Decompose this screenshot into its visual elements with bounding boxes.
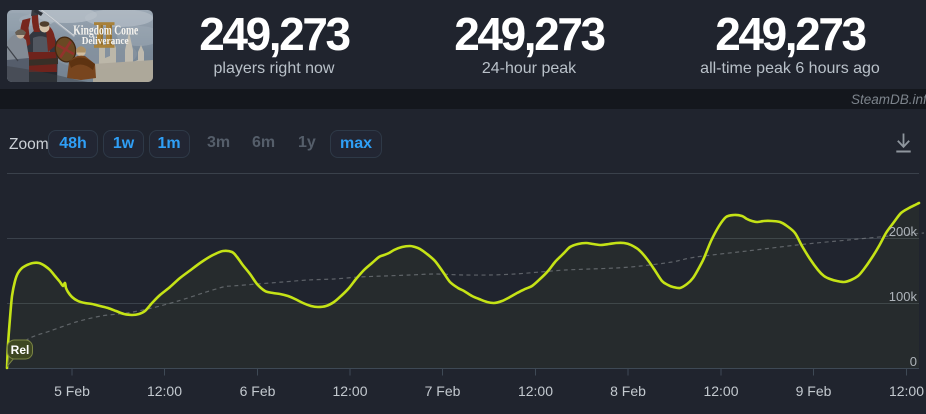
svg-text:0: 0	[910, 354, 917, 369]
svg-text:Kingdom Come: Kingdom Come	[73, 23, 138, 38]
svg-text:12:00: 12:00	[518, 383, 553, 399]
svg-text:12:00: 12:00	[703, 383, 738, 399]
svg-text:Rel: Rel	[11, 343, 30, 357]
svg-text:5 Feb: 5 Feb	[54, 383, 90, 399]
svg-text:12:00: 12:00	[332, 383, 367, 399]
svg-text:200k: 200k	[889, 224, 918, 239]
svg-text:12:00: 12:00	[147, 383, 182, 399]
svg-text:100k: 100k	[889, 289, 918, 304]
svg-text:Deliverance: Deliverance	[82, 35, 129, 47]
svg-text:7 Feb: 7 Feb	[425, 383, 461, 399]
svg-text:6 Feb: 6 Feb	[240, 383, 276, 399]
svg-text:12:00: 12:00	[889, 383, 924, 399]
svg-text:8 Feb: 8 Feb	[610, 383, 646, 399]
svg-text:9 Feb: 9 Feb	[796, 383, 832, 399]
